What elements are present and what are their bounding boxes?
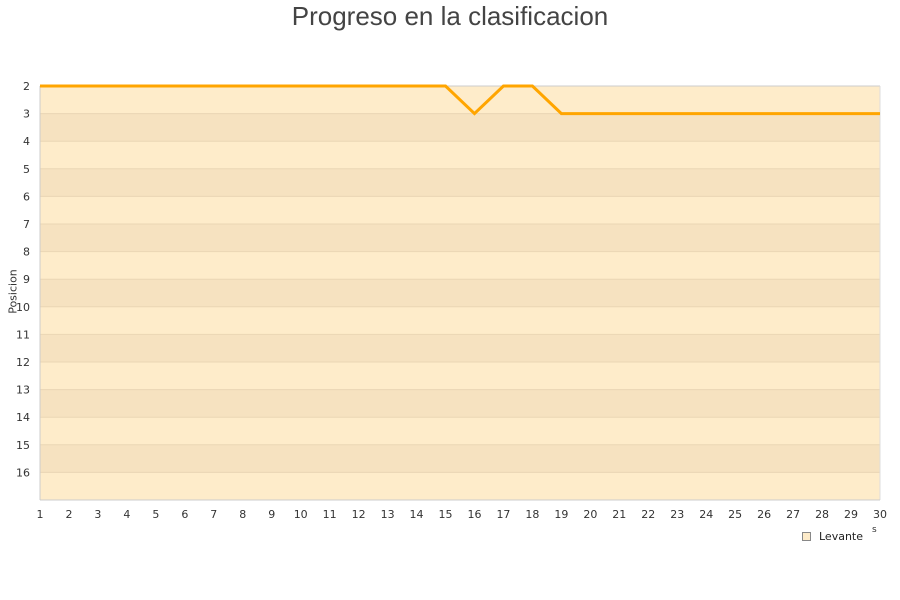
x-tick-label: 12: [352, 508, 366, 521]
plot-band: [40, 417, 880, 445]
y-tick-label: 5: [23, 163, 30, 176]
x-tick-label: 22: [641, 508, 655, 521]
x-tick-label: 19: [554, 508, 568, 521]
legend-label[interactable]: Levante: [819, 530, 864, 543]
plot-band: [40, 389, 880, 418]
x-tick-label: 2: [65, 508, 72, 521]
y-tick-label: 6: [23, 190, 30, 203]
y-tick-label: 2: [23, 80, 30, 93]
plot-band: [40, 251, 880, 280]
x-tick-label: 4: [123, 508, 130, 521]
y-tick-label: 15: [16, 439, 30, 452]
y-tick-label: 10: [16, 301, 30, 314]
x-tick-label: 8: [239, 508, 246, 521]
x-tick-label: 17: [496, 508, 510, 521]
x-tick-label: 25: [728, 508, 742, 521]
plot-band: [40, 444, 880, 473]
x-tick-label: 11: [323, 508, 337, 521]
y-tick-label: 11: [16, 328, 30, 341]
y-tick-label: 14: [16, 411, 30, 424]
y-tick-label: 9: [23, 273, 30, 286]
chart-title: Progreso en la clasificacion: [291, 1, 609, 31]
x-tick-label: 1: [37, 508, 44, 521]
x-tick-label: 14: [410, 508, 424, 521]
x-tick-label: 29: [844, 508, 858, 521]
x-axis-label-fragment: s: [872, 525, 877, 535]
plot-band: [40, 141, 880, 169]
x-tick-label: 9: [268, 508, 275, 521]
y-tick-label: 13: [16, 384, 30, 397]
x-tick-label: 6: [181, 508, 188, 521]
x-tick-label: 18: [525, 508, 539, 521]
y-tick-label: 16: [16, 466, 30, 479]
x-tick-label: 7: [210, 508, 217, 521]
x-tick-label: 28: [815, 508, 829, 521]
plot-band: [40, 472, 880, 500]
x-tick-label: 24: [699, 508, 713, 521]
plot-band: [40, 306, 880, 335]
series-line: [40, 84, 880, 116]
y-tick-label: 7: [23, 218, 30, 231]
x-tick-label: 26: [757, 508, 771, 521]
x-tick-label: 21: [612, 508, 626, 521]
plot-band: [40, 168, 880, 197]
plot-band: [40, 334, 880, 362]
x-tick-label: 13: [381, 508, 395, 521]
x-tick-label: 27: [786, 508, 800, 521]
legend-swatch: [802, 532, 811, 541]
x-tick-label: 16: [467, 508, 481, 521]
legend: Levante: [802, 530, 863, 543]
x-tick-label: 10: [294, 508, 308, 521]
y-tick-label: 8: [23, 246, 30, 259]
x-tick-label: 5: [152, 508, 159, 521]
x-tick-label: 30: [873, 508, 887, 521]
x-tick-label: 3: [94, 508, 101, 521]
x-tick-label: 23: [670, 508, 684, 521]
plot-band: [40, 196, 880, 224]
plot-band: [40, 224, 880, 252]
y-tick-label: 12: [16, 356, 30, 369]
plot-band: [40, 279, 880, 307]
x-tick-label: 15: [439, 508, 453, 521]
x-tick-label: 20: [583, 508, 597, 521]
plot-band: [40, 113, 880, 142]
plot-band: [40, 362, 880, 390]
y-tick-label: 4: [23, 135, 30, 148]
y-tick-label: 3: [23, 108, 30, 121]
